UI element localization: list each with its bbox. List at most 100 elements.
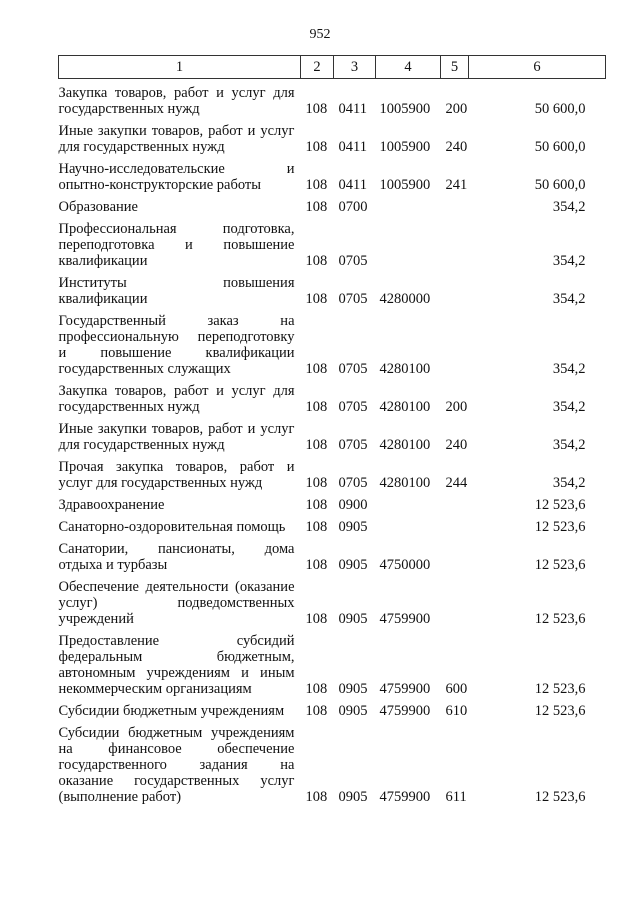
code-ministry: 108 — [305, 253, 328, 269]
code-expense-type — [441, 491, 469, 513]
table-row: Прочая закупка товаров, работ и услуг для… — [59, 453, 606, 491]
code-target: 4280100 — [379, 361, 431, 377]
amount: 12 523,6 — [534, 789, 586, 805]
table-row: Закупка товаров, работ и услуг для госуда… — [59, 377, 606, 415]
description-line: государственных нужд — [58, 101, 200, 117]
code-ministry: 108 — [305, 199, 328, 215]
description-line: для государственных нужд — [58, 139, 225, 155]
description-line: Государственный заказ на — [58, 313, 295, 329]
description-line: для государственных нужд — [58, 437, 225, 453]
description-line: Закупка товаров, работ и услуг для — [58, 383, 295, 399]
code-target: 4280000 — [379, 291, 431, 307]
code-ministry: 108 — [305, 399, 328, 415]
description-line: Научно-исследовательские и — [58, 161, 295, 177]
description-line: некоммерческим организациям — [58, 681, 252, 697]
row-description: Субсидии бюджетным учреждениям на финансо… — [59, 719, 301, 805]
code-section: 0705 — [338, 475, 368, 491]
row-description: Иные закупки товаров, работ и услуг для г… — [59, 415, 301, 453]
code-target: 4280100 — [379, 399, 431, 415]
code-section: 0905 — [338, 703, 368, 719]
description-line: Закупка товаров, работ и услуг для — [58, 85, 295, 101]
code-target: 1005900 — [379, 101, 431, 117]
description-line: услуг для государственных нужд — [58, 475, 263, 491]
description-line: федеральным бюджетным, — [58, 649, 295, 665]
row-description: Прочая закупка товаров, работ и услуг для… — [59, 453, 301, 491]
table-row: Образование 108 0700 354,2 — [59, 193, 606, 215]
row-description: Институты повышения квалификации — [59, 269, 301, 307]
code-expense-type: 610 — [445, 703, 468, 719]
row-description: Закупка товаров, работ и услуг для госуда… — [58, 79, 301, 117]
code-target: 4759900 — [379, 681, 431, 697]
amount: 12 523,6 — [534, 681, 586, 697]
column-header-5: 5 — [440, 55, 469, 79]
table-row: Государственный заказ на профессиональную… — [59, 307, 606, 377]
description-line: Иные закупки товаров, работ и услуг — [58, 123, 295, 139]
description-line: услуг) подведомственных — [58, 595, 295, 611]
row-description: Санаторно-оздоровительная помощь — [59, 513, 301, 535]
description-line: государственных нужд — [58, 399, 200, 415]
amount: 354,2 — [552, 475, 586, 491]
description-line: квалификации — [58, 291, 148, 307]
description-line: опытно-конструкторские работы — [58, 177, 262, 193]
code-ministry: 108 — [305, 101, 328, 117]
table-row: Санатории, пансионаты, дома отдыха и турб… — [59, 535, 606, 573]
description-line: государственных служащих — [58, 361, 231, 377]
amount: 354,2 — [552, 253, 586, 269]
code-expense-type: 200 — [445, 399, 468, 415]
code-target — [376, 215, 441, 269]
table-row: Иные закупки товаров, работ и услуг для г… — [59, 415, 606, 453]
code-ministry: 108 — [305, 519, 328, 535]
code-target: 4280100 — [379, 475, 431, 491]
code-ministry: 108 — [305, 291, 328, 307]
table-row: Санаторно-оздоровительная помощь 108 0905 1… — [59, 513, 606, 535]
amount: 12 523,6 — [534, 497, 586, 513]
code-ministry: 108 — [305, 789, 328, 805]
column-header-3: 3 — [333, 55, 376, 79]
code-ministry: 108 — [305, 139, 328, 155]
description-line: Здравоохранение — [58, 497, 165, 513]
description-line: Субсидии бюджетным учреждениям — [58, 703, 285, 719]
code-section: 0705 — [338, 361, 368, 377]
description-line: Обеспечение деятельности (оказание — [58, 579, 295, 595]
table-row: Научно-исследовательские и опытно-констру… — [59, 155, 606, 193]
code-expense-type — [441, 215, 469, 269]
column-header-6: 6 — [468, 55, 606, 79]
description-line: государственного задания на — [58, 757, 295, 773]
description-line: профессиональную переподготовку — [58, 329, 295, 345]
code-ministry: 108 — [305, 177, 328, 193]
code-target: 1005900 — [379, 177, 431, 193]
description-line: Профессиональная подготовка, — [58, 221, 295, 237]
code-target: 4759900 — [379, 611, 431, 627]
code-expense-type: 240 — [445, 139, 468, 155]
code-ministry: 108 — [305, 703, 328, 719]
code-section: 0411 — [338, 139, 367, 155]
amount: 354,2 — [552, 291, 586, 307]
row-description: Профессиональная подготовка, переподготов… — [59, 215, 301, 269]
description-line: оказание государственных услуг — [58, 773, 295, 789]
description-line: Санаторно-оздоровительная помощь — [58, 519, 286, 535]
column-header-4: 4 — [375, 55, 441, 79]
row-description: Обеспечение деятельности (оказание услуг)… — [59, 573, 301, 627]
description-line: Прочая закупка товаров, работ и — [58, 459, 295, 475]
row-description: Здравоохранение — [59, 491, 301, 513]
amount: 354,2 — [552, 399, 586, 415]
code-section: 0905 — [338, 519, 368, 535]
description-line: квалификации — [58, 253, 148, 269]
description-line: учреждений — [58, 611, 134, 627]
code-expense-type: 611 — [445, 789, 467, 805]
table-row: Обеспечение деятельности (оказание услуг)… — [59, 573, 606, 627]
column-header-2: 2 — [300, 55, 334, 79]
code-ministry: 108 — [305, 681, 328, 697]
code-expense-type — [441, 193, 469, 215]
row-description: Государственный заказ на профессиональную… — [59, 307, 301, 377]
code-expense-type: 200 — [445, 101, 468, 117]
description-line: Предоставление субсидий — [58, 633, 295, 649]
code-target: 4759900 — [379, 703, 431, 719]
code-ministry: 108 — [305, 475, 328, 491]
row-description: Закупка товаров, работ и услуг для госуда… — [59, 377, 301, 415]
code-expense-type: 600 — [445, 681, 468, 697]
code-expense-type: 244 — [445, 475, 468, 491]
code-section: 0905 — [338, 611, 368, 627]
